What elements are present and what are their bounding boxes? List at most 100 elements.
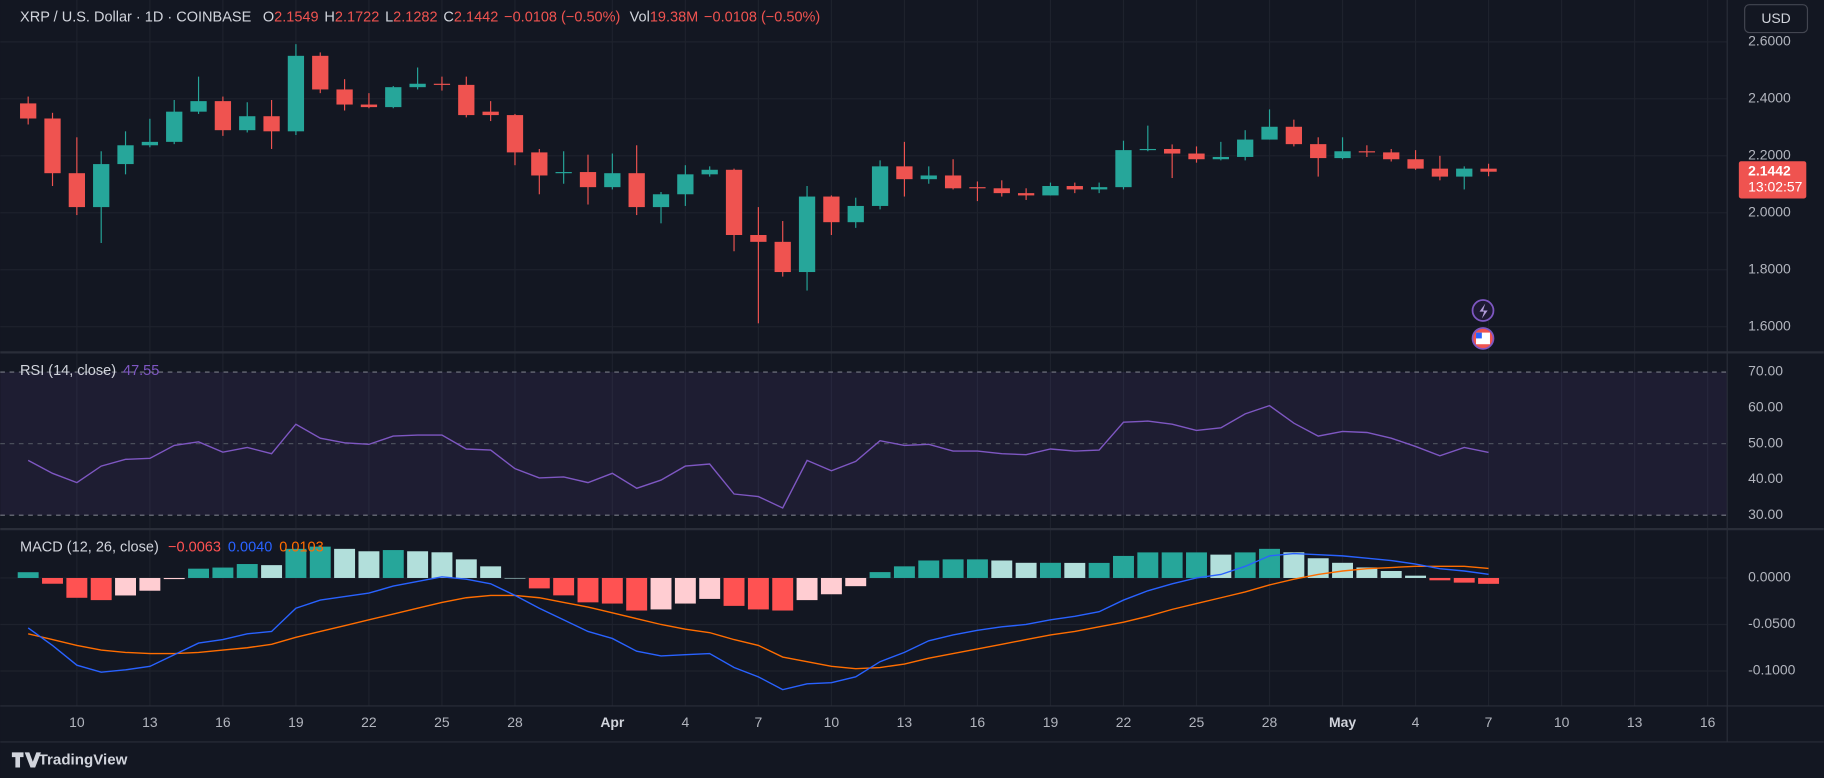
histogram-bar — [504, 577, 526, 579]
ohlc-value: 2.1442 — [454, 9, 498, 25]
x-tick-label: 7 — [1485, 714, 1493, 730]
y-tick-label: 60.00 — [1748, 399, 1783, 415]
candle-body — [969, 187, 986, 189]
candle-body — [823, 196, 840, 223]
candle-body — [1017, 193, 1035, 196]
histogram-bar — [893, 566, 915, 578]
ohlc-label: O — [263, 9, 274, 25]
macd-line — [27, 552, 1489, 691]
brand-logo — [11, 752, 41, 768]
x-tick-label: 13 — [142, 714, 158, 730]
histogram-bar — [1113, 555, 1134, 578]
histogram-bar — [407, 551, 429, 578]
candle-body — [774, 241, 791, 273]
macd-title: MACD (12, 26, close) — [20, 540, 159, 556]
countdown: 13:02:57 — [1748, 179, 1803, 195]
signal-line — [28, 565, 1489, 670]
candle-body — [117, 145, 134, 165]
candle-body — [920, 175, 937, 180]
histogram-bar — [358, 551, 380, 578]
candle-body — [725, 169, 743, 236]
y-tick-label: 2.4000 — [1748, 90, 1791, 106]
signal-value: 0.0103 — [279, 540, 323, 556]
histogram-bar — [747, 577, 769, 610]
x-tick-label: 22 — [1116, 714, 1132, 730]
histogram-bar — [1259, 548, 1280, 578]
histogram-bar — [674, 577, 696, 604]
candle-body — [1237, 139, 1254, 157]
x-tick-label: Apr — [600, 714, 625, 730]
last-price-tag — [1738, 161, 1807, 199]
lightning-glyph — [1479, 303, 1488, 319]
x-tick-label: 16 — [215, 714, 231, 730]
x-tick-label: May — [1329, 714, 1356, 730]
x-tick-label: 25 — [1189, 714, 1205, 730]
x-tick-label: 4 — [1412, 714, 1420, 730]
brand-name: TradingView — [39, 752, 128, 769]
histogram-bar — [334, 548, 356, 578]
candle-body — [871, 166, 889, 206]
candle-body — [677, 174, 694, 195]
histogram-bar — [455, 559, 477, 578]
currency-label[interactable]: USD — [1761, 10, 1790, 26]
histogram-bar — [1429, 577, 1451, 581]
candle-body — [287, 55, 305, 132]
x-tick-label: 10 — [1554, 714, 1570, 730]
histogram-bar — [1283, 552, 1305, 578]
histogram-bar — [699, 577, 721, 599]
histogram-bar — [261, 565, 283, 578]
histogram-bar — [1015, 562, 1037, 578]
histogram-bar — [845, 577, 867, 587]
candle-body — [1164, 148, 1181, 154]
x-tick-label: 10 — [69, 714, 85, 730]
histogram-bar — [66, 577, 88, 598]
histogram-bar — [528, 577, 550, 589]
histogram-bar — [1186, 552, 1207, 578]
histogram-bar — [431, 552, 453, 578]
candle-body — [360, 104, 378, 108]
histogram-bar — [1356, 567, 1378, 578]
x-tick-label: 13 — [1627, 714, 1643, 730]
y-tick-label: 2.6000 — [1748, 33, 1791, 49]
currency-button[interactable] — [1744, 4, 1809, 34]
histogram-bar — [869, 572, 891, 578]
candle-body — [141, 141, 159, 146]
x-tick-label: 28 — [1262, 714, 1278, 730]
histogram-bar — [1088, 562, 1110, 578]
volume: 19.38M — [650, 9, 698, 25]
candle-body — [1358, 151, 1376, 153]
candle-body — [1334, 151, 1351, 159]
y-tick-label: 1.6000 — [1748, 317, 1791, 333]
histogram-bar — [1453, 577, 1475, 583]
histogram-bar — [1478, 577, 1500, 584]
y-tick-label: -0.0500 — [1748, 615, 1796, 631]
candle-body — [409, 83, 426, 88]
candle-body — [312, 55, 329, 90]
candle-body — [1188, 153, 1205, 160]
last-price: 2.1442 — [1748, 162, 1791, 178]
candle-body — [214, 101, 232, 131]
candle-body — [1480, 168, 1497, 172]
rsi-band — [0, 372, 1728, 516]
symbol-header: XRP / U.S. Dollar · 1D · COINBASE O2.1549… — [20, 9, 820, 25]
y-tick-label: 70.00 — [1748, 363, 1783, 379]
histogram-bar — [480, 566, 502, 578]
candle-body — [1407, 159, 1424, 169]
x-tick-label: 13 — [897, 714, 913, 730]
histogram-bar — [723, 577, 745, 606]
x-tick-label: 19 — [288, 714, 304, 730]
candle-body — [482, 111, 499, 116]
histogram-bar — [796, 577, 818, 601]
histogram-bar — [991, 560, 1013, 578]
ohlc-label: C — [443, 9, 453, 25]
histogram-bar — [1405, 575, 1427, 578]
histogram-bar — [1380, 570, 1402, 578]
candle-body — [652, 194, 670, 208]
histogram-bar — [42, 577, 63, 584]
footer — [0, 741, 1824, 778]
histogram-bar — [577, 577, 599, 603]
candle-body — [1212, 156, 1229, 160]
candle-body — [433, 83, 451, 85]
histogram-bar — [772, 577, 794, 611]
symbol: XRP / U.S. Dollar · 1D · COINBASE — [20, 9, 252, 25]
